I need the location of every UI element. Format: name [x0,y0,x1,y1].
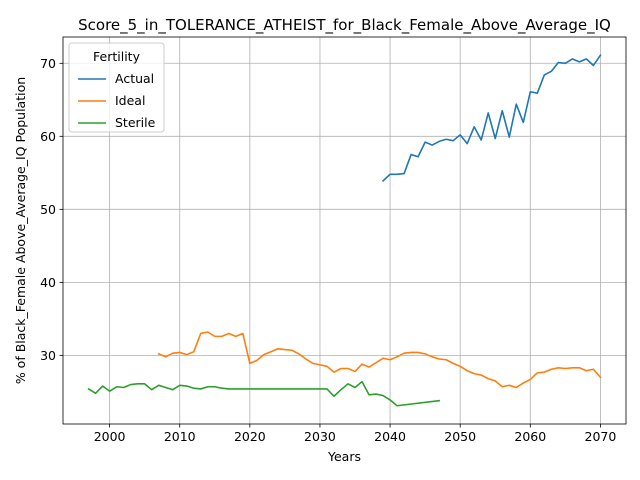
x-tick-label: 2030 [304,429,336,444]
x-tick-label: 2050 [444,429,476,444]
x-tick-label: 2000 [94,429,126,444]
legend-label-actual: Actual [115,71,154,86]
y-tick-label: 60 [40,129,56,144]
x-tick-label: 2040 [374,429,406,444]
y-tick-label: 30 [40,348,56,363]
legend-title: Fertility [93,49,141,64]
legend: Fertility Actual Ideal Sterile [69,43,164,132]
x-tick-label: 2060 [514,429,546,444]
y-tick-label: 40 [40,275,56,290]
chart-title: Score_5_in_TOLERANCE_ATHEIST_for_Black_F… [78,16,611,35]
x-tick-label: 2020 [234,429,266,444]
y-axis-label: % of Black_Female Above_Average_IQ Popul… [13,77,28,384]
legend-label-sterile: Sterile [115,115,156,130]
x-tick-label: 2070 [585,429,617,444]
y-tick-label: 50 [40,202,56,217]
legend-label-ideal: Ideal [115,93,145,108]
x-axis-label: Years [327,449,361,464]
x-tick-label: 2010 [164,429,196,444]
y-tick-label: 70 [40,56,56,71]
